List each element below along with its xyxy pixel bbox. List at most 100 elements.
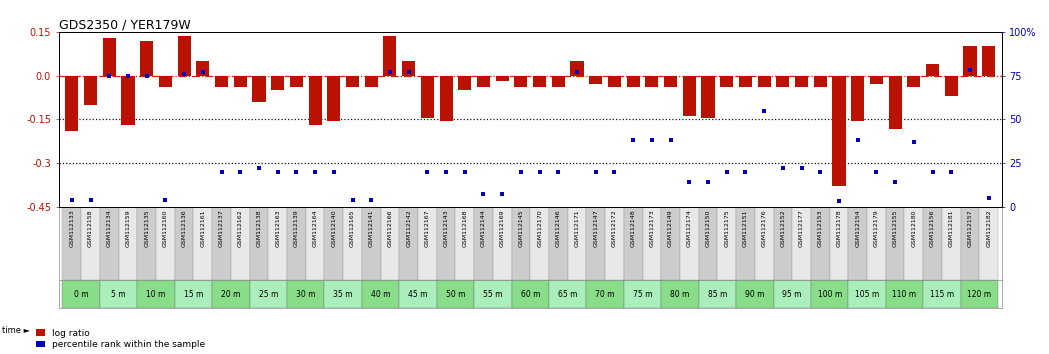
Bar bbox=[586, 280, 624, 308]
Bar bbox=[661, 207, 680, 280]
Point bbox=[437, 169, 454, 175]
Bar bbox=[626, 76, 640, 87]
Point bbox=[774, 165, 791, 171]
Point bbox=[868, 169, 884, 175]
Point bbox=[587, 169, 604, 175]
Point bbox=[550, 169, 566, 175]
Bar bbox=[814, 76, 827, 87]
Text: GSM112166: GSM112166 bbox=[387, 210, 392, 247]
Bar bbox=[175, 207, 193, 280]
Bar bbox=[65, 76, 79, 131]
Text: GSM112152: GSM112152 bbox=[780, 210, 786, 247]
Text: GSM112134: GSM112134 bbox=[107, 210, 112, 247]
Point bbox=[494, 192, 511, 197]
Point bbox=[719, 169, 735, 175]
Bar bbox=[100, 280, 137, 308]
Point bbox=[401, 69, 418, 75]
Text: 105 m: 105 m bbox=[855, 290, 879, 299]
Bar bbox=[568, 207, 586, 280]
Bar bbox=[833, 76, 845, 186]
Text: GSM112150: GSM112150 bbox=[706, 210, 710, 247]
Point bbox=[793, 165, 810, 171]
Bar bbox=[590, 76, 602, 84]
Bar bbox=[885, 280, 923, 308]
Text: 60 m: 60 m bbox=[520, 290, 540, 299]
Text: GSM112143: GSM112143 bbox=[444, 210, 449, 247]
Bar bbox=[904, 207, 923, 280]
Bar bbox=[234, 76, 247, 87]
Text: 100 m: 100 m bbox=[817, 290, 841, 299]
Bar bbox=[721, 76, 733, 87]
Bar bbox=[552, 76, 564, 87]
Point bbox=[419, 169, 435, 175]
Bar bbox=[421, 76, 434, 118]
Bar bbox=[982, 46, 996, 76]
Bar bbox=[776, 76, 790, 87]
Text: 65 m: 65 m bbox=[558, 290, 577, 299]
Bar bbox=[624, 280, 661, 308]
Bar bbox=[346, 76, 359, 87]
Point bbox=[456, 169, 473, 175]
Bar bbox=[870, 76, 883, 84]
Bar bbox=[383, 36, 397, 76]
Bar bbox=[122, 76, 134, 125]
Bar bbox=[961, 280, 998, 308]
Bar bbox=[512, 280, 549, 308]
Bar bbox=[458, 76, 471, 90]
Bar bbox=[702, 76, 714, 118]
Point bbox=[270, 169, 286, 175]
Text: 5 m: 5 m bbox=[111, 290, 126, 299]
Bar bbox=[605, 207, 624, 280]
Text: GSM112180: GSM112180 bbox=[912, 210, 917, 247]
Bar bbox=[889, 76, 902, 130]
Text: GSM112176: GSM112176 bbox=[762, 210, 767, 247]
Bar bbox=[63, 207, 81, 280]
Bar bbox=[773, 280, 811, 308]
Bar bbox=[362, 280, 400, 308]
Bar bbox=[830, 207, 849, 280]
Text: 110 m: 110 m bbox=[893, 290, 917, 299]
Text: 85 m: 85 m bbox=[708, 290, 727, 299]
Point bbox=[157, 197, 174, 202]
Text: GSM112158: GSM112158 bbox=[88, 210, 93, 247]
Text: 45 m: 45 m bbox=[408, 290, 428, 299]
Bar bbox=[287, 280, 324, 308]
Text: 95 m: 95 m bbox=[783, 290, 802, 299]
Point bbox=[176, 71, 193, 77]
Bar bbox=[533, 76, 547, 87]
Bar bbox=[287, 207, 305, 280]
Point bbox=[625, 137, 642, 143]
Text: 40 m: 40 m bbox=[371, 290, 390, 299]
Bar bbox=[474, 207, 493, 280]
Bar bbox=[736, 280, 773, 308]
Text: 55 m: 55 m bbox=[484, 290, 502, 299]
Point bbox=[194, 69, 211, 75]
Text: GSM112167: GSM112167 bbox=[425, 210, 430, 247]
Bar bbox=[945, 76, 958, 96]
Point bbox=[306, 169, 323, 175]
Point bbox=[700, 179, 716, 185]
Bar bbox=[496, 76, 509, 81]
Bar bbox=[755, 207, 773, 280]
Bar bbox=[868, 207, 885, 280]
Bar bbox=[980, 207, 998, 280]
Bar bbox=[156, 207, 175, 280]
Bar bbox=[271, 76, 284, 90]
Bar bbox=[418, 207, 436, 280]
Text: GSM112145: GSM112145 bbox=[518, 210, 523, 247]
Text: GSM112173: GSM112173 bbox=[649, 210, 655, 247]
Bar bbox=[643, 207, 661, 280]
Point bbox=[924, 169, 941, 175]
Bar bbox=[137, 207, 156, 280]
Point bbox=[251, 165, 267, 171]
Bar bbox=[645, 76, 659, 87]
Text: GSM112133: GSM112133 bbox=[69, 210, 74, 247]
Point bbox=[981, 195, 998, 201]
Text: GSM112137: GSM112137 bbox=[219, 210, 224, 247]
Bar bbox=[512, 207, 530, 280]
Point bbox=[138, 73, 155, 79]
Point bbox=[643, 137, 660, 143]
Text: GSM112178: GSM112178 bbox=[836, 210, 841, 247]
Point bbox=[531, 169, 548, 175]
Text: GSM112138: GSM112138 bbox=[256, 210, 261, 247]
